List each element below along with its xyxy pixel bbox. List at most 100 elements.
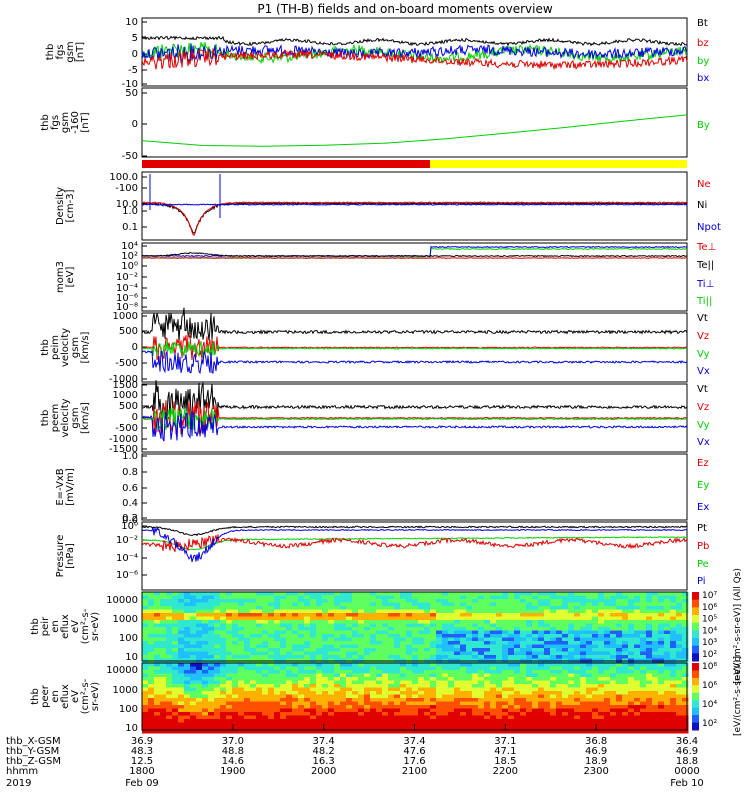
heatmap-cell xyxy=(598,616,605,621)
heatmap-cell xyxy=(142,708,149,713)
heatmap-cell xyxy=(400,666,407,671)
heatmap-cell xyxy=(268,644,275,649)
heatmap-cell xyxy=(172,641,179,645)
heatmap-cell xyxy=(418,663,425,667)
heatmap-cell xyxy=(442,680,449,685)
heatmap-cell xyxy=(286,687,293,692)
heatmap-cell xyxy=(628,655,635,659)
heatmap-cell xyxy=(622,623,629,628)
heatmap-cell xyxy=(436,673,443,678)
heatmap-cell xyxy=(202,634,209,638)
heatmap-cell xyxy=(220,623,227,628)
heatmap-cell xyxy=(478,602,485,607)
heatmap-cell xyxy=(490,651,497,656)
heatmap-cell xyxy=(334,705,341,709)
heatmap-cell xyxy=(334,673,341,678)
heatmap-cell xyxy=(496,722,503,727)
heatmap-cell xyxy=(562,715,569,720)
heatmap-cell xyxy=(460,684,467,688)
heatmap-cell xyxy=(172,691,179,695)
heatmap-cell xyxy=(526,666,533,671)
heatmap-cell xyxy=(610,616,617,621)
heatmap-cell xyxy=(298,620,305,624)
heatmap-cell xyxy=(304,680,311,685)
heatmap-cell xyxy=(640,705,647,709)
heatmap-cell xyxy=(154,651,161,656)
heatmap-cell xyxy=(346,666,353,671)
heatmap-cell xyxy=(286,627,293,631)
heatmap-cell xyxy=(148,663,155,667)
heatmap-cell xyxy=(244,599,251,603)
heatmap-cell xyxy=(496,602,503,607)
y-axis-label-line: sr-eV) xyxy=(90,612,101,641)
heatmap-cell xyxy=(394,609,401,614)
heatmap-cell xyxy=(652,599,659,603)
heatmap-cell xyxy=(322,673,329,678)
heatmap-cell xyxy=(460,655,467,659)
heatmap-cell xyxy=(148,602,155,607)
heatmap-cell xyxy=(148,620,155,624)
heatmap-cell xyxy=(628,620,635,624)
heatmap-cell xyxy=(250,595,257,600)
heatmap-cell xyxy=(328,651,335,656)
heatmap-cell xyxy=(622,620,629,624)
heatmap-cell xyxy=(490,592,497,596)
heatmap-cell xyxy=(658,698,665,702)
heatmap-cell xyxy=(214,599,221,603)
heatmap-cell xyxy=(616,606,623,610)
heatmap-cell xyxy=(646,627,653,631)
heatmap-cell xyxy=(220,687,227,692)
heatmap-cell xyxy=(268,708,275,713)
heatmap-cell xyxy=(466,630,473,635)
heatmap-cell xyxy=(166,701,173,706)
heatmap-cell xyxy=(652,719,659,723)
heatmap-cell xyxy=(568,644,575,649)
legend-entry: Bt xyxy=(697,18,708,29)
heatmap-cell xyxy=(196,666,203,671)
heatmap-cell xyxy=(244,620,251,624)
heatmap-cell xyxy=(436,655,443,659)
heatmap-cell xyxy=(484,663,491,667)
heatmap-cell xyxy=(406,616,413,621)
heatmap-cell xyxy=(382,606,389,610)
heatmap-cell xyxy=(274,712,281,716)
heatmap-cell xyxy=(622,655,629,659)
heatmap-cell xyxy=(286,719,293,723)
heatmap-cell xyxy=(556,595,563,600)
heatmap-cell xyxy=(178,712,185,716)
heatmap-cell xyxy=(142,599,149,603)
x-coord-y: 48.8 xyxy=(222,746,244,757)
series-line-ti-par xyxy=(141,247,688,260)
heatmap-cell xyxy=(664,684,671,688)
heatmap-cell xyxy=(394,641,401,645)
heatmap-cell xyxy=(238,613,245,617)
heatmap-cell xyxy=(658,687,665,692)
heatmap-cell xyxy=(400,670,407,674)
heatmap-cell xyxy=(574,705,581,709)
heatmap-cell xyxy=(466,712,473,716)
heatmap-cell xyxy=(346,602,353,607)
heatmap-cell xyxy=(280,623,287,628)
heatmap-cell xyxy=(580,673,587,678)
heatmap-cell xyxy=(148,673,155,678)
heatmap-cell xyxy=(496,666,503,671)
legend-entry: Npot xyxy=(697,222,721,233)
heatmap-cell xyxy=(520,719,527,723)
heatmap-cell xyxy=(670,719,677,723)
heatmap-cell xyxy=(202,616,209,621)
heatmap-cell xyxy=(634,606,641,610)
heatmap-cell xyxy=(178,670,185,674)
heatmap-cell xyxy=(196,729,203,734)
heatmap-cell xyxy=(616,729,623,734)
heatmap-cell xyxy=(472,670,479,674)
heatmap-cell xyxy=(226,701,233,706)
heatmap-cell xyxy=(232,712,239,716)
heatmap-cell xyxy=(418,616,425,621)
heatmap-cell xyxy=(586,602,593,607)
heatmap-cell xyxy=(262,613,269,617)
heatmap-cell xyxy=(238,620,245,624)
heatmap-cell xyxy=(202,655,209,659)
heatmap-cell xyxy=(562,606,569,610)
heatmap-cell xyxy=(646,680,653,685)
heatmap-cell xyxy=(646,666,653,671)
